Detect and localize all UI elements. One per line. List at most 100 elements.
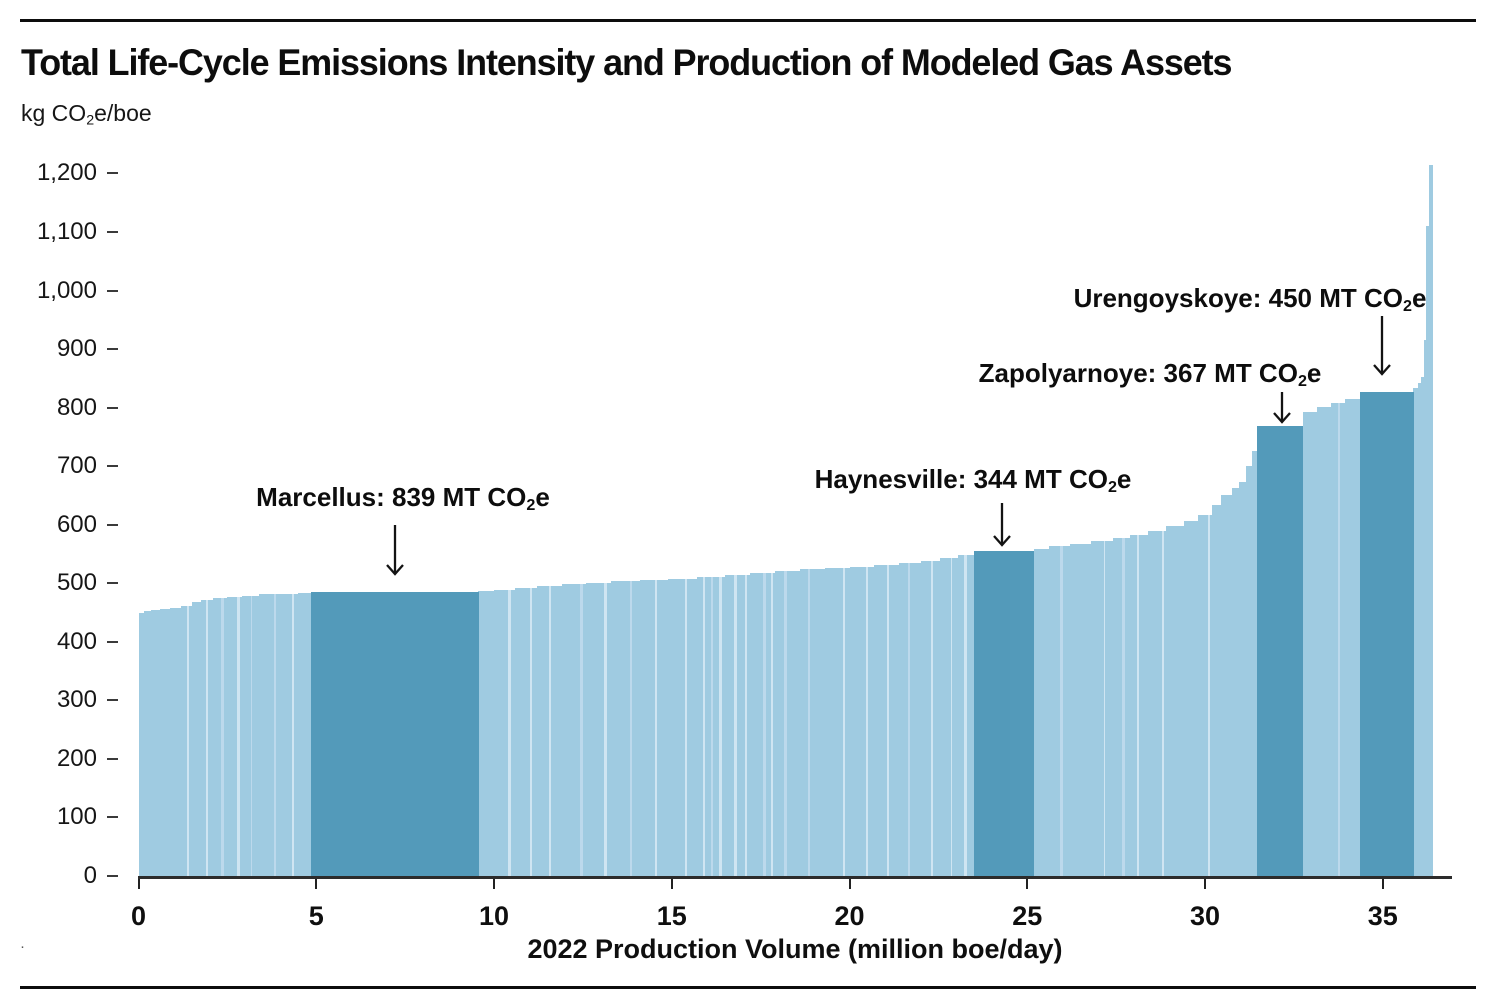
bar-segment [138, 613, 145, 878]
y-tick-label: 800 [56, 393, 97, 421]
bar-separator [842, 568, 845, 878]
bar-segment [1423, 340, 1427, 878]
bar-segment [494, 589, 516, 878]
annotation-urengoyskoye: Urengoyskoye: 450 MT CO2e [1073, 283, 1427, 315]
bar-segment [1212, 504, 1222, 878]
bar-segment [1302, 411, 1318, 878]
bar-segment [1426, 226, 1430, 878]
chart-title: Total Life-Cycle Emissions Intensity and… [21, 42, 1232, 83]
bar-segment [561, 584, 588, 878]
bar-zapolyarnoye [1256, 426, 1304, 878]
bar-separator [1103, 541, 1106, 878]
x-tick-mark [670, 879, 673, 889]
bar-separator [783, 570, 787, 878]
bar-separator [1337, 402, 1340, 878]
bar-separator [963, 554, 967, 878]
bar-segment [1418, 383, 1422, 878]
y-tick-label: 200 [56, 744, 97, 772]
y-tick-mark [107, 757, 118, 760]
footnote-mark: · [20, 938, 25, 955]
bar-segment [200, 599, 214, 878]
bar-segment [824, 568, 851, 878]
bar-segment [1251, 450, 1258, 878]
x-tick-mark [1204, 879, 1206, 889]
bar-separator [745, 575, 748, 878]
bar-separator [629, 580, 632, 878]
y-tick-label: 300 [56, 686, 97, 714]
bar-segment [536, 586, 563, 878]
annotation-haynesville: Haynesville: 344 MT CO2e [814, 464, 1132, 496]
bar-segment [639, 579, 669, 878]
bar-separator [549, 586, 551, 878]
bar-segment [515, 587, 538, 878]
annotation-arrow-haynesville [993, 503, 1011, 547]
bar-segment [1165, 525, 1185, 878]
x-tick-mark [137, 879, 140, 889]
bar-separator [770, 573, 773, 878]
bar-segment [213, 598, 228, 878]
y-tick-label: 600 [56, 510, 97, 538]
bar-segment [1112, 538, 1131, 878]
bar-segment [227, 597, 243, 878]
y-tick-mark [107, 406, 118, 409]
bar-segment [143, 611, 152, 878]
annotation-arrow-urengoyskoye [1373, 316, 1391, 376]
bar-segment [1245, 466, 1253, 878]
y-tick-label: 0 [83, 862, 97, 889]
bar-segment [241, 595, 260, 878]
bar-segment [611, 580, 641, 878]
bar-segment [181, 606, 193, 878]
x-tick-label: 30 [1189, 901, 1221, 931]
y-tick-mark [107, 289, 118, 292]
bar-separator [887, 565, 890, 878]
y-tick-label: 500 [56, 569, 97, 597]
bar-separator [1162, 530, 1164, 878]
x-axis-title: 2022 Production Volume (million boe/day) [527, 934, 1063, 964]
bar-separator [221, 598, 225, 878]
bar-separator [711, 576, 713, 878]
bar-separator [186, 606, 189, 878]
x-tick-label: 0 [130, 901, 147, 931]
bar-segment [1183, 520, 1199, 878]
y-tick-label: 100 [56, 803, 97, 831]
bar-separator [1208, 515, 1211, 878]
bar-segment [1130, 534, 1149, 878]
bar-segment [1033, 548, 1050, 878]
x-tick-mark [493, 879, 495, 889]
bar-separator [529, 587, 532, 878]
bar-separator [950, 558, 953, 878]
y-tick-label: 900 [56, 335, 97, 363]
y-tick-mark [107, 640, 118, 643]
bar-segment [259, 594, 282, 878]
y-tick-label: 700 [56, 452, 97, 480]
bar-separator [808, 569, 811, 878]
x-tick-label: 35 [1367, 901, 1398, 931]
bar-separator [685, 578, 688, 878]
bar-separator [205, 599, 208, 878]
bar-segment [1331, 402, 1346, 878]
bar-segment [774, 570, 801, 878]
bar-separator [250, 595, 253, 878]
x-tick-label: 15 [656, 901, 687, 931]
bar-segment [940, 558, 959, 878]
bar-segment [1421, 377, 1425, 878]
bar-separator [1060, 546, 1064, 878]
annotation-marcellus: Marcellus: 839 MT CO2e [256, 482, 550, 514]
bar-segment [920, 561, 941, 878]
bar-segment [1428, 164, 1434, 878]
y-tick-label: 1,200 [36, 159, 97, 187]
bar-segment [874, 565, 900, 878]
bar-segment [1048, 546, 1071, 878]
bar-segment [1148, 530, 1167, 878]
bar-segment [1220, 495, 1233, 878]
y-tick-mark [107, 230, 118, 233]
x-tick-label: 10 [478, 901, 510, 931]
bottom-rule [20, 986, 1476, 989]
bar-segment [1231, 487, 1240, 878]
bar-segment [1197, 515, 1213, 878]
bar-separator [1121, 538, 1125, 878]
bar-segment [696, 576, 726, 878]
bar-segment [191, 601, 202, 878]
bar-separator [508, 589, 512, 878]
y-axis-unit-label: kg CO2e/boe [21, 100, 152, 129]
